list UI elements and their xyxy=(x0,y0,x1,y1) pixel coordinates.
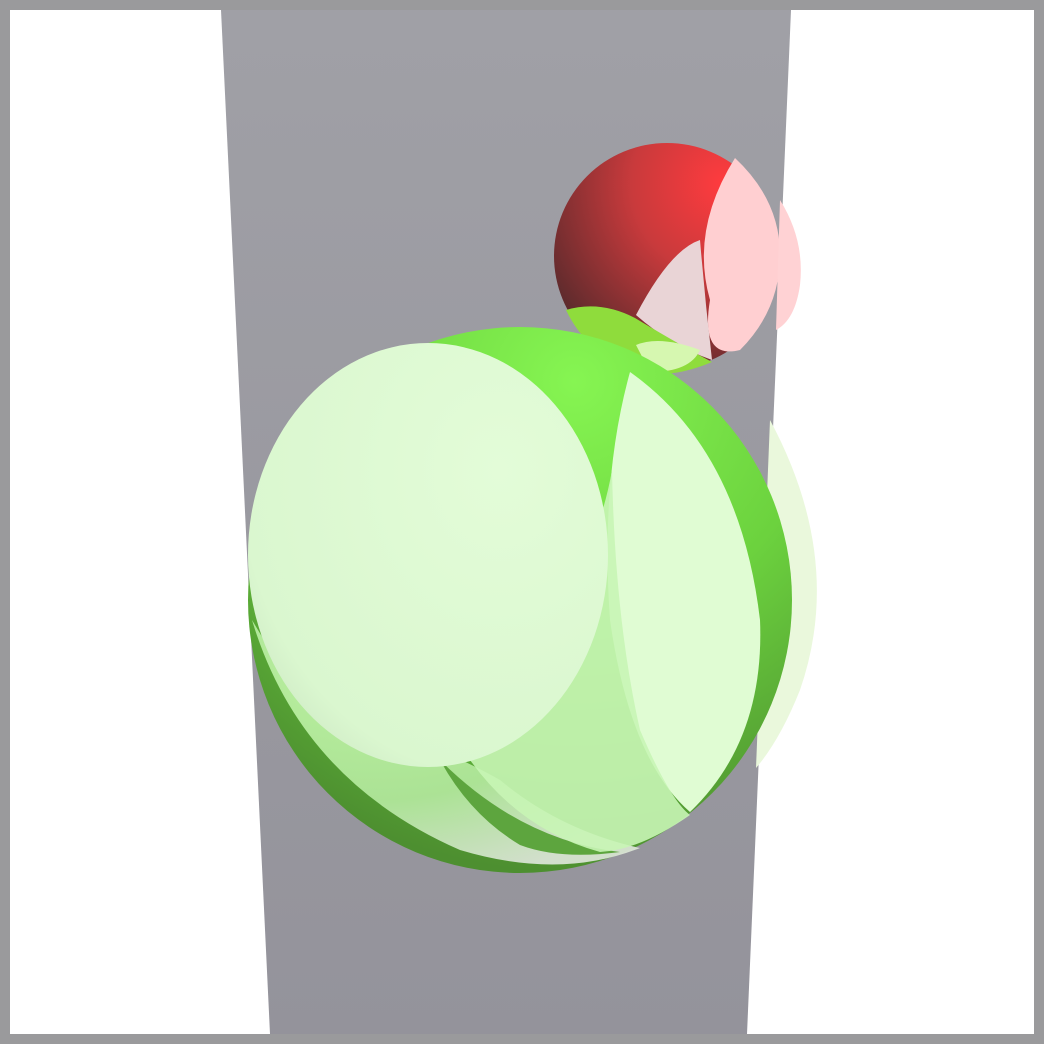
green-sphere xyxy=(248,327,792,873)
red-sphere xyxy=(554,143,801,375)
